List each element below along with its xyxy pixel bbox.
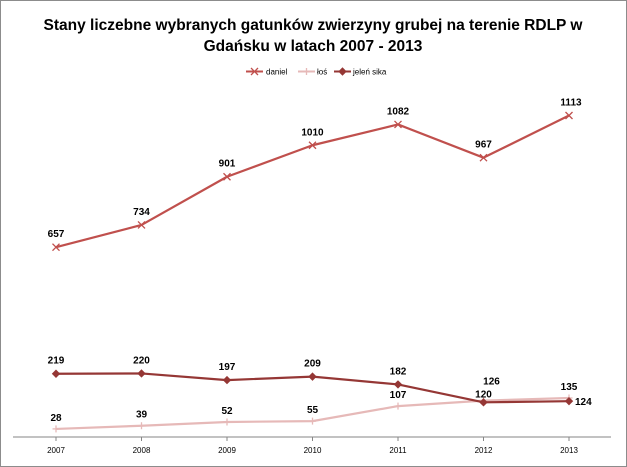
legend-marker-daniel <box>250 67 259 76</box>
data-label-łoś-2010: 55 <box>307 405 319 416</box>
data-label-daniel-2013: 1113 <box>560 98 582 109</box>
data-label-daniel-2008: 734 <box>133 207 150 218</box>
legend: daniel łoś jeleń sika <box>246 67 387 77</box>
chart-title-line-2: Gdańsku w latach 2007 - 2013 <box>204 38 423 55</box>
point-jeleń-sika-2007 <box>51 369 61 378</box>
x-tick-label-2007: 2007 <box>47 446 65 455</box>
data-label-daniel-2010: 1010 <box>301 127 324 138</box>
data-labels: 657 734 901 1010 1082 967 1113 28 39 52 55 107 126 13… <box>48 98 592 424</box>
data-label-łoś-2013: 135 <box>561 382 578 393</box>
point-jeleń-sika-2010 <box>308 372 317 381</box>
point-łoś-2011 <box>394 402 402 410</box>
data-label-łoś-2011: 107 <box>390 390 407 401</box>
data-label-daniel-2011: 1082 <box>387 106 410 117</box>
data-label-jeleń-sika-2009: 197 <box>219 362 236 373</box>
data-label-daniel-2007: 657 <box>48 229 65 240</box>
x-tick-label-2010: 2010 <box>304 446 322 455</box>
point-łoś-2008 <box>138 422 145 430</box>
legend-label-daniel: daniel <box>266 68 288 77</box>
point-jeleń-sika-2013 <box>564 396 574 406</box>
data-label-łoś-2007: 28 <box>50 413 62 424</box>
point-łoś-2009 <box>223 418 231 426</box>
point-daniel-2012 <box>479 153 488 162</box>
chart-title-line-1: Stany liczebne wybranych gatunków zwierz… <box>44 17 584 34</box>
point-jeleń-sika-2011 <box>393 380 403 389</box>
point-łoś-2007 <box>52 425 60 433</box>
point-daniel-2009 <box>223 172 231 181</box>
data-label-łoś-2008: 39 <box>136 410 148 421</box>
x-axis-ticks: 2007 2008 2009 2010 2011 2012 2013 <box>47 437 578 455</box>
point-jeleń-sika-2008 <box>137 369 146 378</box>
data-label-jeleń-sika-2011: 182 <box>390 366 407 377</box>
data-label-jeleń-sika-2012: 120 <box>475 389 492 400</box>
x-tick-label-2011: 2011 <box>389 446 407 455</box>
point-daniel-2011 <box>394 120 402 129</box>
point-jeleń-sika-2012 <box>479 398 488 407</box>
data-label-jeleń-sika-2007: 219 <box>48 356 65 367</box>
x-tick-label-2008: 2008 <box>133 446 151 455</box>
point-daniel-2010 <box>308 141 317 150</box>
point-daniel-2007 <box>52 243 60 252</box>
x-tick-label-2012: 2012 <box>475 446 493 455</box>
data-label-daniel-2009: 901 <box>219 159 236 170</box>
data-label-łoś-2012: 126 <box>483 377 500 388</box>
x-tick-label-2009: 2009 <box>218 446 236 455</box>
legend-label-jeleń-sika: jeleń sika <box>352 68 387 77</box>
legend-marker-łoś <box>303 68 310 75</box>
x-tick-label-2013: 2013 <box>560 446 578 455</box>
series-layer <box>51 111 574 433</box>
point-łoś-2010 <box>309 417 316 425</box>
data-label-daniel-2012: 967 <box>475 140 492 151</box>
data-label-jeleń-sika-2010: 209 <box>304 359 321 370</box>
data-label-łoś-2009: 52 <box>221 406 233 417</box>
point-daniel-2013 <box>565 111 573 120</box>
point-jeleń-sika-2009 <box>222 375 232 385</box>
data-label-jeleń-sika-2013: 124 <box>575 397 592 408</box>
point-daniel-2008 <box>137 221 146 229</box>
legend-label-łoś: łoś <box>317 68 327 77</box>
data-label-jeleń-sika-2008: 220 <box>133 355 150 366</box>
legend-marker-jeleń-sika <box>338 67 347 76</box>
